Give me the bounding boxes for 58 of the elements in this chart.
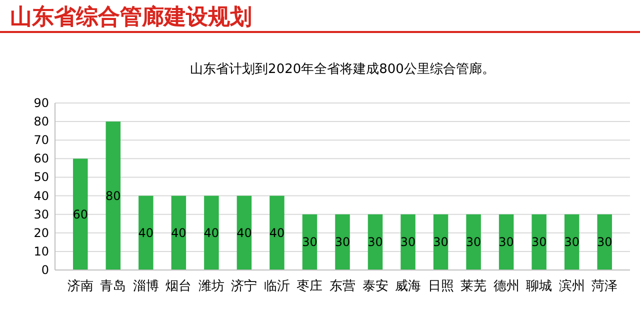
x-tick-label: 威海 [395,279,422,294]
x-tick-label: 莱芜 [460,279,487,294]
bar [236,196,252,270]
y-tick-label: 20 [34,226,49,240]
data-label: 30 [368,235,383,250]
data-label: 40 [236,226,252,240]
data-label: 40 [171,226,186,240]
data-label: 40 [138,226,154,240]
data-label: 40 [269,226,285,240]
bar [466,214,481,270]
x-tick-label: 临沂 [264,279,290,294]
x-tick-label: 济南 [67,279,94,294]
data-label: 30 [302,235,318,250]
x-tick-label: 东营 [330,279,356,294]
bar [597,214,612,270]
chart-title: 山东省综合管廊建设规划 [10,4,252,30]
bar [532,214,546,270]
x-tick-label: 枣庄 [296,279,323,294]
data-label: 30 [433,235,448,250]
x-tick-label: 淄博 [132,279,159,294]
x-tick-label: 滨州 [558,278,585,294]
data-label: 30 [596,235,612,250]
data-label: 80 [106,188,121,203]
x-tick-label: 青岛 [100,279,126,294]
y-tick-label: 80 [34,114,49,129]
y-tick-label: 90 [34,96,49,110]
bar [138,196,154,270]
x-tick-label: 德州 [493,279,520,294]
x-tick-label: 日照 [428,279,454,294]
y-tick-label: 60 [34,152,49,166]
data-label: 30 [334,235,350,250]
bar [73,158,88,270]
x-tick-label: 聊城 [526,279,552,294]
x-tick-label: 济宁 [231,278,258,294]
bar [400,214,416,270]
bar [335,214,350,270]
y-tick-label: 10 [34,244,49,258]
data-label: 30 [466,235,482,250]
data-label: 30 [400,235,416,250]
y-tick-label: 50 [34,170,49,184]
bar [171,196,186,270]
y-tick-label: 30 [34,207,49,222]
x-tick-label: 烟台 [166,279,192,294]
data-label: 40 [204,226,220,240]
y-tick-label: 40 [34,188,49,203]
data-label: 30 [564,235,580,250]
y-tick-label: 70 [34,133,49,148]
chart-subtitle: 山东省计划到2020年全省将建成800公里综合管廊。 [190,61,495,77]
x-tick-label: 潍坊 [198,279,224,294]
data-label: 30 [531,235,547,250]
x-tick-label: 泰安 [362,278,388,294]
x-tick-label: 菏泽 [592,279,618,294]
y-tick-label: 0 [41,263,49,277]
data-label: 60 [72,207,88,222]
bar [204,196,219,270]
bar [270,196,284,270]
data-label: 30 [498,235,514,250]
bar [106,122,121,270]
